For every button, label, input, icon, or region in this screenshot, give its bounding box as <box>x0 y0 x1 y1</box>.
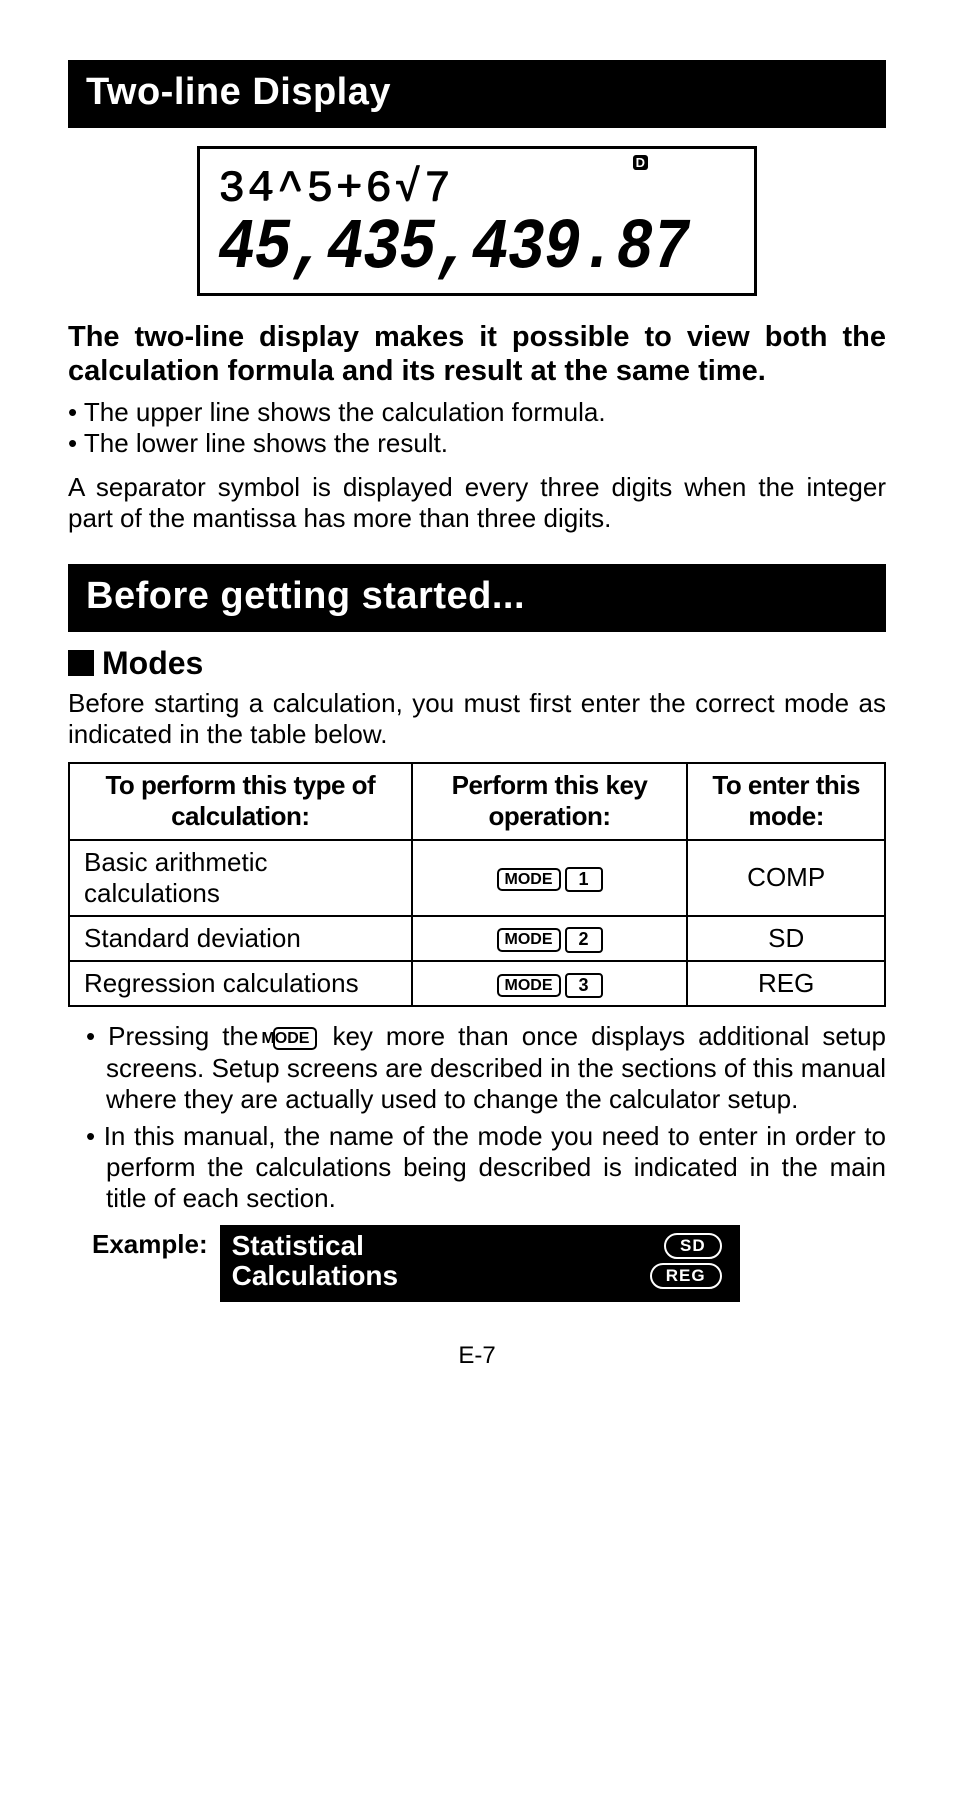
col-header-keyop: Perform this key operation: <box>412 763 688 839</box>
page-number: E-7 <box>68 1342 886 1371</box>
section-header-before-started: Before getting started... <box>68 564 886 632</box>
table-header-row: To perform this type of calculation: Per… <box>69 763 885 839</box>
table-row: Standard deviationMODE2SD <box>69 916 885 961</box>
table-row: Regression calculationsMODE3REG <box>69 961 885 1006</box>
modes-intro-text: Before starting a calculation, you must … <box>68 688 886 750</box>
col-header-calc: To perform this type of calculation: <box>69 763 412 839</box>
cell-calc: Regression calculations <box>69 961 412 1006</box>
bullet-mode-name: In this manual, the name of the mode you… <box>78 1121 886 1215</box>
cell-calc: Basic arithmetic calculations <box>69 840 412 916</box>
example-title-text: StatisticalCalculations <box>232 1230 398 1292</box>
lcd-display: D 34^5+6√7 45,435,439.87 <box>197 146 757 296</box>
number-keycap: 1 <box>565 867 603 893</box>
example-title: StatisticalCalculations <box>232 1231 398 1293</box>
lcd-indicator-d: D <box>633 155 648 171</box>
number-keycap: 3 <box>565 973 603 999</box>
modes-table: To perform this type of calculation: Per… <box>68 762 886 1007</box>
cell-keyop: MODE1 <box>412 840 688 916</box>
cell-keyop: MODE3 <box>412 961 688 1006</box>
bullet-text-pre: Pressing the <box>108 1021 271 1051</box>
cell-mode: REG <box>687 961 885 1006</box>
bullet-upper-line: The upper line shows the calculation for… <box>68 397 886 428</box>
example-badges: SD REG <box>650 1233 728 1289</box>
mode-keycap: MODE <box>497 868 561 892</box>
mode-keycap: MODE <box>497 928 561 952</box>
separator-paragraph: A separator symbol is displayed every th… <box>68 472 886 534</box>
col-header-mode: To enter this mode: <box>687 763 885 839</box>
section-header-two-line: Two-line Display <box>68 60 886 128</box>
example-label: Example: <box>92 1225 208 1260</box>
bullet-lower-line: The lower line shows the result. <box>68 428 886 459</box>
two-line-intro: The two-line display makes it possible t… <box>68 320 886 390</box>
cell-mode: SD <box>687 916 885 961</box>
cell-keyop: MODE2 <box>412 916 688 961</box>
bullet-mode-key: Pressing the MODE key more than once dis… <box>78 1021 886 1115</box>
badge-reg: REG <box>650 1263 722 1289</box>
example-box: StatisticalCalculations SD REG <box>220 1225 740 1303</box>
two-line-bullets: The upper line shows the calculation for… <box>68 397 886 459</box>
lcd-result-line: 45,435,439.87 <box>218 213 736 284</box>
modes-heading: Modes <box>68 644 886 682</box>
post-table-bullets: Pressing the MODE key more than once dis… <box>78 1021 886 1214</box>
modes-heading-text: Modes <box>102 644 203 682</box>
square-bullet-icon <box>68 650 94 676</box>
table-row: Basic arithmetic calculationsMODE1COMP <box>69 840 885 916</box>
badge-sd: SD <box>664 1233 722 1259</box>
example-row: Example: StatisticalCalculations SD REG <box>92 1225 886 1303</box>
cell-calc: Standard deviation <box>69 916 412 961</box>
mode-keycap-inline: MODE <box>273 1027 317 1051</box>
cell-mode: COMP <box>687 840 885 916</box>
lcd-formula-line: 34^5+6√7 <box>218 167 736 211</box>
number-keycap: 2 <box>565 927 603 953</box>
mode-keycap: MODE <box>497 974 561 998</box>
